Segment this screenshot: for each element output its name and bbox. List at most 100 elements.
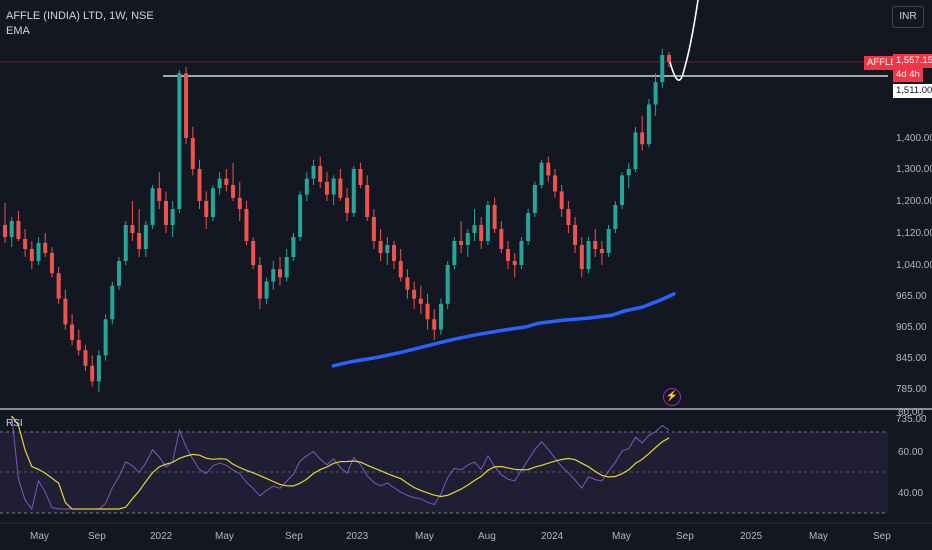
candle-body: [291, 237, 296, 257]
candle-body: [103, 319, 108, 356]
candle-body: [459, 241, 464, 245]
ticker-badge: AFFLE: [864, 56, 900, 70]
candle-body: [512, 261, 517, 265]
candle-body: [117, 261, 122, 286]
candle-body: [425, 303, 430, 320]
candle-body: [365, 185, 370, 217]
price-label: 1,300.00: [896, 164, 932, 175]
candle-body: [244, 209, 249, 241]
rsi-label[interactable]: RSI: [6, 418, 23, 429]
candle-body: [418, 298, 423, 304]
candle-body: [251, 241, 256, 265]
price-label: 1,120.00: [896, 228, 932, 239]
candle-body: [277, 269, 282, 278]
time-label: Sep: [873, 531, 891, 542]
candle-body: [90, 365, 95, 382]
candle-body: [445, 265, 450, 304]
candle-body: [532, 185, 537, 213]
candle-body: [143, 225, 148, 249]
candle-body: [311, 165, 316, 179]
price-label: 735.00: [896, 414, 927, 425]
candle-body: [640, 132, 645, 145]
time-label: May: [215, 531, 234, 542]
candle-body: [217, 178, 222, 189]
time-label: Sep: [88, 531, 106, 542]
candle-body: [432, 319, 437, 330]
time-label: Aug: [478, 531, 496, 542]
candle-body: [392, 245, 397, 261]
candle-body: [271, 269, 276, 282]
candle-body: [9, 221, 14, 237]
candle-body: [539, 162, 544, 185]
candle-body: [83, 350, 88, 366]
ema-line: [331, 292, 676, 368]
candle-body: [284, 257, 289, 278]
candle-body: [385, 245, 390, 253]
candle-body: [485, 205, 490, 241]
candle-body: [231, 185, 236, 198]
candle-body: [123, 225, 128, 261]
time-label: May: [612, 531, 631, 542]
candle-body: [586, 241, 591, 270]
candle-body: [177, 73, 182, 210]
candle-body: [465, 233, 470, 245]
rsi-ma-line: [11, 415, 670, 510]
candle-body: [620, 175, 625, 205]
time-label: 2024: [541, 531, 564, 542]
candle-body: [479, 225, 484, 241]
rsi-line: [11, 415, 670, 511]
price-label: 905.00: [896, 322, 927, 333]
countdown-badge: 4d 4h: [893, 68, 923, 82]
time-label: 2023: [346, 531, 369, 542]
time-label: 2022: [150, 531, 173, 542]
projection-line: [669, 0, 699, 81]
level-badge: 1,511.00: [893, 84, 932, 98]
candle-body: [298, 194, 303, 237]
price-label: 965.00: [896, 291, 927, 302]
lightning-icon[interactable]: ⚡: [663, 388, 681, 406]
candle-body: [526, 213, 531, 241]
candle-body: [345, 197, 350, 213]
candle-body: [264, 281, 269, 299]
candle-body: [412, 289, 417, 299]
candle-body: [204, 201, 209, 217]
candle-body: [210, 188, 215, 217]
time-label: May: [809, 531, 828, 542]
candle-body: [331, 178, 336, 195]
candle-body: [438, 303, 443, 330]
time-label: 2025: [740, 531, 763, 542]
candle-body: [552, 175, 557, 192]
candle-body: [633, 132, 638, 169]
price-label: 1,040.00: [896, 260, 932, 271]
candle-body: [626, 169, 631, 176]
indicator-label-ema[interactable]: EMA: [6, 25, 30, 37]
currency-button[interactable]: INR: [892, 6, 924, 28]
time-label: May: [415, 531, 434, 542]
price-label: 1,400.00: [896, 133, 932, 144]
candle-body: [653, 82, 658, 105]
candle-body: [452, 241, 457, 265]
candle-body: [224, 178, 229, 185]
time-label: May: [30, 531, 49, 542]
time-label: Sep: [285, 531, 303, 542]
candle-body: [378, 241, 383, 253]
candle-body: [16, 221, 21, 239]
candle-body: [324, 181, 329, 195]
last-price-badge: 1,557.15: [893, 54, 932, 68]
candle-body: [613, 205, 618, 229]
candle-body: [96, 355, 101, 382]
candle-body: [546, 162, 551, 176]
time-label: Sep: [676, 531, 694, 542]
rsi-axis-label: 80.00: [898, 407, 924, 418]
candle-body: [130, 225, 135, 233]
candle-body: [351, 169, 356, 213]
candle-body: [492, 205, 497, 229]
candle-body: [43, 243, 48, 253]
candle-body: [49, 253, 54, 274]
candle-body: [559, 191, 564, 209]
candle-body: [338, 178, 343, 198]
candle-body: [573, 225, 578, 245]
candle-body: [506, 249, 511, 261]
candle-body: [36, 243, 41, 261]
